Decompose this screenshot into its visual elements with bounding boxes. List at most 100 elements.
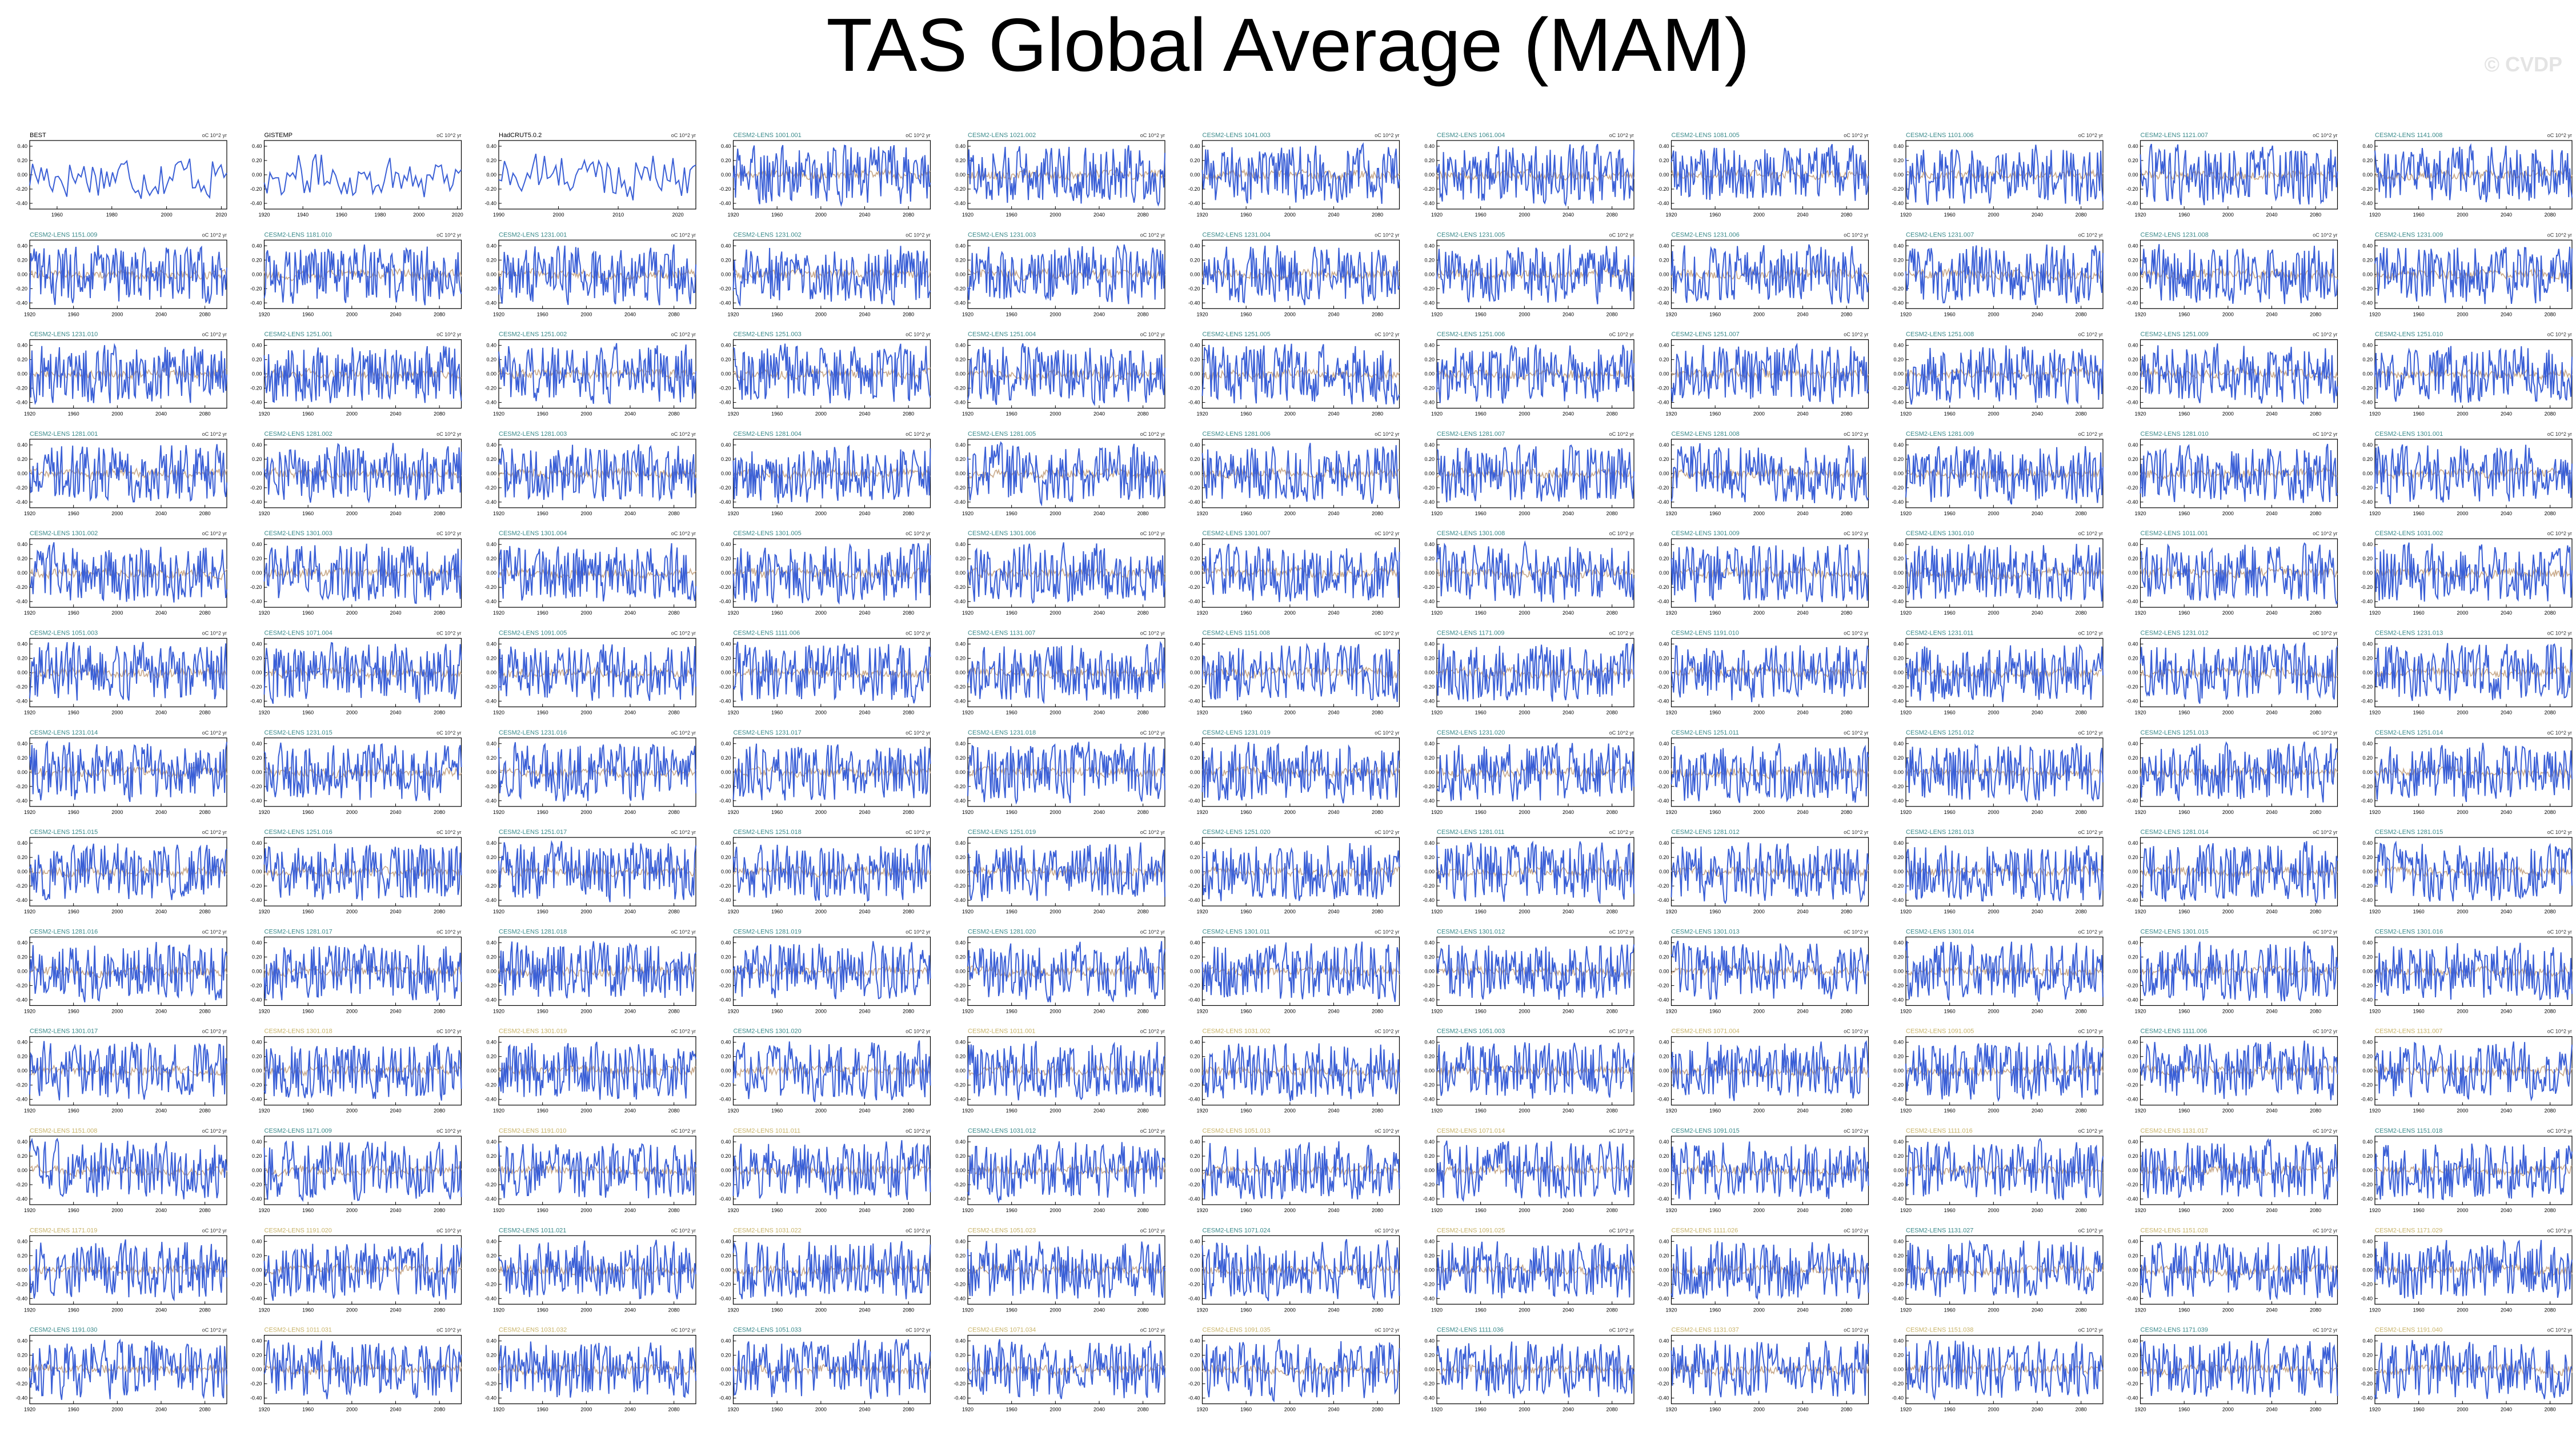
y-tick-label: 0.20 (721, 954, 731, 960)
x-tick-label: 2080 (2076, 610, 2087, 616)
y-tick-label: 0.00 (1659, 670, 1669, 676)
y-tick-label: 0.20 (17, 656, 27, 661)
panel: CESM2-LENS 1301.012 oC 10^2 yr0.400.200.0… (1423, 928, 1634, 1014)
x-tick-label: 1920 (2134, 710, 2146, 716)
x-tick-label: 2040 (390, 1407, 401, 1413)
units-label: oC 10^2 yr (1844, 531, 1868, 536)
series-line (2140, 941, 2338, 1002)
x-tick-label: 2040 (1563, 411, 1574, 417)
panel: CESM2-LENS 1231.001 oC 10^2 yr0.400.200.0… (484, 231, 696, 317)
y-tick-label: 0.00 (1190, 968, 1200, 974)
x-tick-label: 1960 (771, 710, 783, 716)
y-tick-label: 0.20 (1190, 755, 1200, 761)
x-tick-label: 1920 (2369, 311, 2381, 317)
x-tick-label: 1920 (727, 710, 739, 716)
y-tick-label: 0.40 (2362, 1040, 2373, 1045)
panel: CESM2-LENS 1071.034 oC 10^2 yr0.400.200.0… (954, 1327, 1165, 1413)
x-tick-label: 2000 (1753, 1407, 1765, 1413)
x-tick-label: 1920 (962, 1208, 973, 1213)
y-tick-label: -0.20 (1892, 784, 1904, 789)
x-tick-label: 2040 (1563, 909, 1574, 914)
y-tick-label: 0.20 (2128, 656, 2138, 661)
x-tick-label: 2040 (390, 710, 401, 716)
x-tick-label: 2000 (346, 511, 358, 516)
series-line (263, 443, 462, 504)
y-tick-label: 0.20 (1659, 357, 1669, 363)
x-tick-label: 1920 (727, 311, 739, 317)
panel-label: CESM2-LENS 1151.009 (30, 231, 97, 238)
units-label: oC 10^2 yr (2547, 1228, 2572, 1233)
y-tick-label: 0.20 (2362, 1253, 2373, 1258)
y-tick-label: -0.20 (484, 1182, 496, 1188)
series-line (1201, 1338, 1400, 1403)
y-tick-label: 0.20 (955, 954, 966, 960)
x-tick-label: 2080 (2310, 1108, 2321, 1114)
y-tick-label: -0.40 (484, 798, 496, 804)
x-tick-label: 1980 (106, 212, 118, 218)
x-tick-label: 2000 (2222, 311, 2234, 317)
series-line (732, 145, 931, 207)
series-line (263, 1241, 462, 1301)
y-tick-label: 0.20 (955, 656, 966, 661)
x-tick-label: 1960 (1475, 710, 1487, 716)
y-tick-label: 0.40 (1893, 1040, 1904, 1045)
x-tick-label: 1920 (1900, 809, 1912, 815)
series-line (498, 444, 696, 502)
series-line (263, 944, 462, 1002)
panel: CESM2-LENS 1131.007 oC 10^2 yr0.400.200.0… (2361, 1028, 2573, 1114)
panel-label: CESM2-LENS 1151.038 (1906, 1327, 1973, 1334)
units-label: oC 10^2 yr (1140, 332, 1165, 338)
x-tick-label: 2000 (1519, 710, 1530, 716)
y-tick-label: 0.40 (1893, 541, 1904, 547)
x-tick-label: 2080 (2545, 1008, 2556, 1014)
y-tick-label: -0.40 (15, 1395, 27, 1401)
series-line (2140, 542, 2338, 605)
panel: CESM2-LENS 1051.013 oC 10^2 yr0.400.200.0… (1188, 1128, 1400, 1213)
x-tick-label: 2000 (580, 1307, 592, 1313)
panel-label: CESM2-LENS 1231.019 (1203, 729, 1271, 736)
y-tick-label: -0.20 (2126, 186, 2138, 192)
x-tick-label: 2000 (1049, 610, 1061, 616)
x-tick-label: 1960 (1006, 1307, 1017, 1313)
panel-label: CESM2-LENS 1301.005 (734, 530, 802, 537)
units-label: oC 10^2 yr (1375, 133, 1399, 138)
x-tick-label: 1920 (258, 710, 270, 716)
panel-label: CESM2-LENS 1111.036 (1437, 1327, 1504, 1334)
panel: CESM2-LENS 1131.037 oC 10^2 yr0.400.200.0… (1657, 1327, 1869, 1413)
x-tick-label: 2040 (624, 1008, 636, 1014)
series-line (1905, 1138, 2104, 1201)
x-tick-label: 1960 (1240, 511, 1252, 516)
y-tick-label: -0.40 (719, 997, 731, 1002)
panel: CESM2-LENS 1281.007 oC 10^2 yr0.400.200.0… (1423, 431, 1634, 516)
y-tick-label: -0.20 (1892, 1082, 1904, 1088)
x-tick-label: 2080 (1607, 411, 1618, 417)
x-tick-label: 2000 (346, 710, 358, 716)
x-tick-label: 1960 (1475, 1407, 1487, 1413)
panel-label: CESM2-LENS 1231.003 (968, 231, 1036, 238)
panel-label: CESM2-LENS 1251.004 (968, 331, 1036, 338)
y-tick-label: -0.20 (719, 1381, 731, 1387)
x-tick-label: 2040 (155, 909, 167, 914)
panel: CESM2-LENS 1251.019 oC 10^2 yr0.400.200.0… (954, 829, 1165, 914)
y-tick-label: -0.20 (719, 883, 731, 889)
x-tick-label: 2080 (1372, 710, 1383, 716)
x-tick-label: 1960 (1006, 411, 1017, 417)
series-line (29, 245, 227, 305)
y-tick-label: -0.20 (1423, 1381, 1435, 1387)
series-line (498, 742, 696, 802)
x-tick-label: 2080 (1607, 1008, 1618, 1014)
x-tick-label: 2000 (413, 212, 424, 218)
panel: CESM2-LENS 1281.020 oC 10^2 yr0.400.200.0… (954, 928, 1165, 1014)
panel: CESM2-LENS 1251.012 oC 10^2 yr0.400.200.0… (1892, 729, 2104, 815)
panel-label: CESM2-LENS 1301.013 (1672, 928, 1740, 935)
y-tick-label: -0.20 (1188, 584, 1200, 590)
x-tick-label: 2000 (111, 1108, 123, 1114)
x-tick-label: 2040 (1093, 1307, 1105, 1313)
panel-label: CESM2-LENS 1251.002 (499, 331, 567, 338)
units-label: oC 10^2 yr (436, 531, 461, 536)
y-tick-label: 0.20 (252, 1054, 262, 1060)
y-tick-label: -0.20 (954, 584, 966, 590)
x-tick-label: 2040 (390, 1307, 401, 1313)
y-tick-label: 0.40 (721, 343, 731, 348)
x-tick-label: 2000 (1284, 1108, 1296, 1114)
